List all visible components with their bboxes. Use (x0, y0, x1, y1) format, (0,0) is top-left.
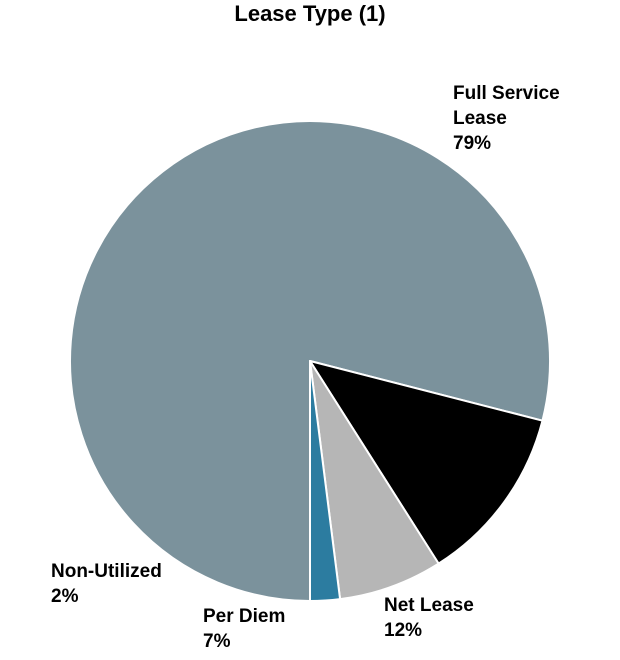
slice-label-full-service-lease: Full Service Lease 79% (453, 81, 560, 156)
slice-name-line: Full Service (453, 83, 560, 104)
slice-percent: 2% (51, 586, 79, 607)
pie-slice-non-utilized (309, 360, 342, 603)
slice-percent: 79% (453, 133, 492, 154)
chart-title: Lease Type (1) (234, 1, 386, 26)
slice-label-per-diem: Per Diem 7% (203, 604, 285, 654)
pie-slice-net-lease (309, 360, 544, 565)
slice-name-line: Lease (453, 108, 507, 129)
slice-name-line: Per Diem (203, 606, 286, 627)
slice-name-line: Net Lease (384, 595, 474, 616)
slice-percent: 12% (384, 620, 423, 641)
pie-slice-per-diem (309, 360, 440, 601)
slice-label-net-lease: Net Lease 12% (384, 593, 474, 643)
slice-name-line: Non-Utilized (51, 561, 162, 582)
slice-label-non-utilized: Non-Utilized 2% (51, 559, 162, 609)
slice-percent: 7% (203, 631, 231, 652)
